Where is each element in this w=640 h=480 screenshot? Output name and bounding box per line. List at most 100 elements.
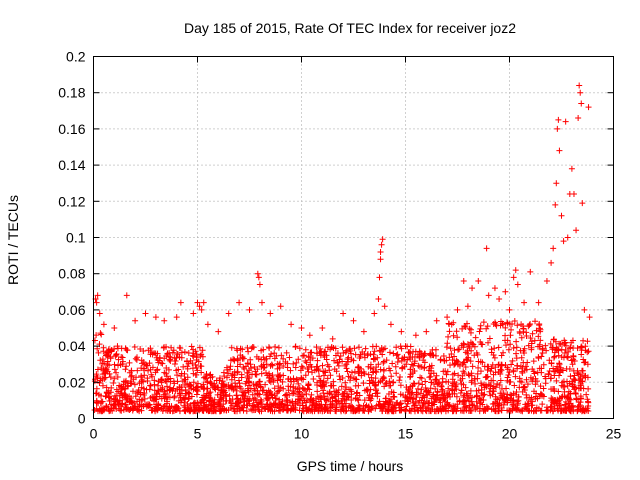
roti-point xyxy=(98,398,105,405)
roti-point xyxy=(411,402,418,409)
roti-point xyxy=(524,406,531,413)
roti-point xyxy=(314,393,321,400)
roti-point xyxy=(400,392,407,399)
roti-point xyxy=(304,385,311,392)
roti-point xyxy=(470,341,477,348)
roti-point xyxy=(540,385,547,392)
roti-point xyxy=(342,349,349,356)
roti-point xyxy=(155,402,162,409)
roti-point xyxy=(535,299,542,306)
roti-point xyxy=(295,380,302,387)
roti-point xyxy=(375,296,382,303)
roti-point xyxy=(387,321,394,328)
roti-point xyxy=(287,367,294,374)
roti-point xyxy=(215,399,222,406)
roti-point xyxy=(462,323,469,330)
roti-point xyxy=(348,369,355,376)
roti-point xyxy=(539,401,546,408)
roti-point xyxy=(529,378,536,385)
roti-point xyxy=(155,359,162,366)
y-tick-label: 0.16 xyxy=(58,121,85,137)
roti-point xyxy=(393,352,400,359)
roti-point xyxy=(440,353,447,360)
roti-point xyxy=(128,373,135,380)
roti-point xyxy=(184,363,191,370)
roti-point xyxy=(234,395,241,402)
roti-point xyxy=(200,399,207,406)
roti-point xyxy=(258,299,265,306)
roti-point xyxy=(148,371,155,378)
roti-point xyxy=(498,385,505,392)
roti-point xyxy=(388,373,395,380)
roti-point xyxy=(137,345,144,352)
roti-point xyxy=(443,401,450,408)
roti-point xyxy=(156,354,163,361)
roti-point xyxy=(347,345,354,352)
roti-point xyxy=(204,385,211,392)
roti-point xyxy=(152,369,159,376)
roti-point xyxy=(330,382,337,389)
roti-point xyxy=(580,337,587,344)
roti-point xyxy=(529,366,536,373)
roti-point xyxy=(294,377,301,384)
roti-point xyxy=(445,385,452,392)
roti-point xyxy=(192,361,199,368)
roti-point xyxy=(432,376,439,383)
roti-point xyxy=(533,404,540,411)
roti-point xyxy=(472,334,479,341)
roti-point xyxy=(438,383,445,390)
roti-point xyxy=(345,373,352,380)
roti-point xyxy=(361,397,368,404)
roti-point xyxy=(360,328,367,335)
roti-point xyxy=(489,361,496,368)
roti-point xyxy=(227,383,234,390)
roti-point xyxy=(131,381,138,388)
roti-point xyxy=(135,388,142,395)
roti-point xyxy=(339,358,346,365)
roti-point xyxy=(267,310,274,317)
roti-point xyxy=(171,393,178,400)
roti-point xyxy=(555,116,562,123)
roti-point xyxy=(167,375,174,382)
roti-point xyxy=(165,366,172,373)
roti-point xyxy=(414,385,421,392)
roti-point xyxy=(537,337,544,344)
roti-point xyxy=(548,386,555,393)
roti-point xyxy=(412,332,419,339)
roti-point xyxy=(477,368,484,375)
roti-point xyxy=(288,321,295,328)
roti-point xyxy=(468,347,475,354)
roti-point xyxy=(176,386,183,393)
roti-point xyxy=(458,380,465,387)
roti-point xyxy=(370,351,377,358)
roti-point xyxy=(564,395,571,402)
roti-point xyxy=(528,340,535,347)
roti-point xyxy=(185,390,192,397)
roti-point xyxy=(289,402,296,409)
roti-point xyxy=(404,400,411,407)
roti-point xyxy=(192,348,199,355)
roti-point xyxy=(455,372,462,379)
roti-point xyxy=(401,363,408,370)
roti-point xyxy=(513,355,520,362)
roti-point xyxy=(421,350,428,357)
roti-point xyxy=(161,388,168,395)
roti-point xyxy=(534,369,541,376)
roti-point xyxy=(152,408,159,415)
roti-point xyxy=(373,387,380,394)
roti-point xyxy=(275,361,282,368)
roti-point xyxy=(483,403,490,410)
roti-point xyxy=(140,403,147,410)
y-tick-label: 0.08 xyxy=(58,266,85,282)
roti-point xyxy=(280,363,287,370)
roti-point xyxy=(485,292,492,299)
roti-point xyxy=(585,348,592,355)
roti-point xyxy=(284,392,291,399)
roti-point xyxy=(398,345,405,352)
roti-point xyxy=(383,357,390,364)
roti-point xyxy=(510,344,517,351)
roti-point xyxy=(535,333,542,340)
roti-point xyxy=(506,369,513,376)
roti-point xyxy=(305,368,312,375)
